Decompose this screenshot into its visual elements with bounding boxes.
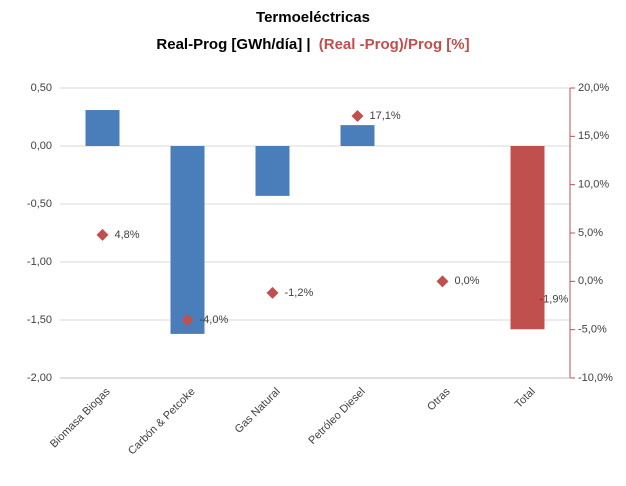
subtitle-part: Real-Prog [GWh/día] |	[156, 36, 310, 53]
chart-subtitle: Real-Prog [GWh/día] | (Real -Prog)/Prog …	[156, 36, 469, 53]
y-tick-label: 0,50	[31, 82, 52, 94]
x-tick-label: Carbón & Petcoke	[126, 386, 198, 458]
y-tick-label: -2,00	[27, 372, 52, 384]
x-tick-label: Total	[513, 386, 538, 411]
y2-tick-label: 0,0%	[578, 275, 603, 287]
diamond-marker	[266, 286, 279, 299]
y-tick-label: -1,00	[27, 256, 52, 268]
y2-tick-label: 10,0%	[578, 179, 609, 191]
y-tick-label: -1,50	[27, 314, 52, 326]
y2-tick-label: 5,0%	[578, 227, 603, 239]
data-label: 17,1%	[370, 110, 401, 122]
diamond-marker	[181, 314, 194, 326]
diamond-marker	[351, 110, 364, 123]
bar	[85, 110, 120, 146]
y-tick-label: 0,00	[31, 140, 52, 152]
data-label: -4,0%	[200, 314, 229, 326]
bar	[340, 125, 375, 146]
diamond-marker	[436, 275, 449, 288]
data-label: 0,0%	[455, 275, 480, 287]
data-label: -1,2%	[285, 287, 314, 299]
y2-tick-label: -10,0%	[578, 372, 613, 384]
bar	[170, 146, 205, 334]
x-tick-label: Petróleo Diesel	[306, 386, 367, 447]
diamond-marker	[96, 228, 109, 241]
y2-tick-label: 20,0%	[578, 82, 609, 94]
bar	[255, 146, 290, 196]
chart-title: Termoeléctricas	[256, 9, 370, 26]
x-tick-label: Otras	[425, 385, 453, 413]
y2-tick-label: -5,0%	[578, 324, 607, 336]
x-tick-label: Biomasa Biogas	[48, 385, 113, 450]
data-label: -1,9%	[540, 294, 569, 306]
x-tick-label: Gas Natural	[233, 386, 283, 436]
y2-tick-label: 15,0%	[578, 130, 609, 142]
y-tick-label: -0,50	[27, 198, 52, 210]
diamond-marker	[521, 293, 534, 306]
data-label: 4,8%	[115, 229, 140, 241]
subtitle-part: (Real -Prog)/Prog [%]	[319, 36, 470, 53]
